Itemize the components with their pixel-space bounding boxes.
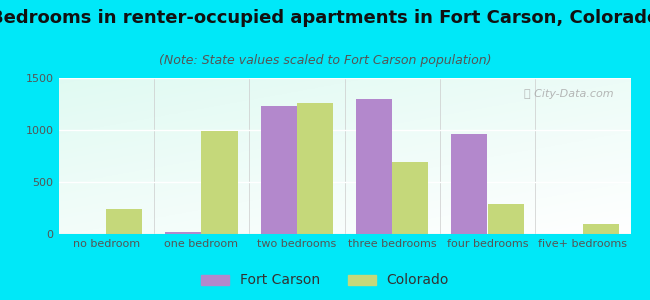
Bar [392, 162, 428, 234]
Text: Bedrooms in renter-occupied apartments in Fort Carson, Colorado: Bedrooms in renter-occupied apartments i… [0, 9, 650, 27]
Text: (Note: State values scaled to Fort Carson population): (Note: State values scaled to Fort Carso… [159, 54, 491, 67]
Bar [106, 209, 142, 234]
Text: ⓘ City-Data.com: ⓘ City-Data.com [524, 89, 614, 99]
Bar [356, 99, 392, 234]
Bar [202, 131, 238, 234]
Bar [165, 232, 202, 234]
Bar [261, 106, 297, 234]
Bar [451, 134, 488, 234]
Bar [488, 204, 524, 234]
Bar [297, 103, 333, 234]
Legend: Fort Carson, Colorado: Fort Carson, Colorado [196, 268, 454, 293]
Bar [583, 224, 619, 234]
